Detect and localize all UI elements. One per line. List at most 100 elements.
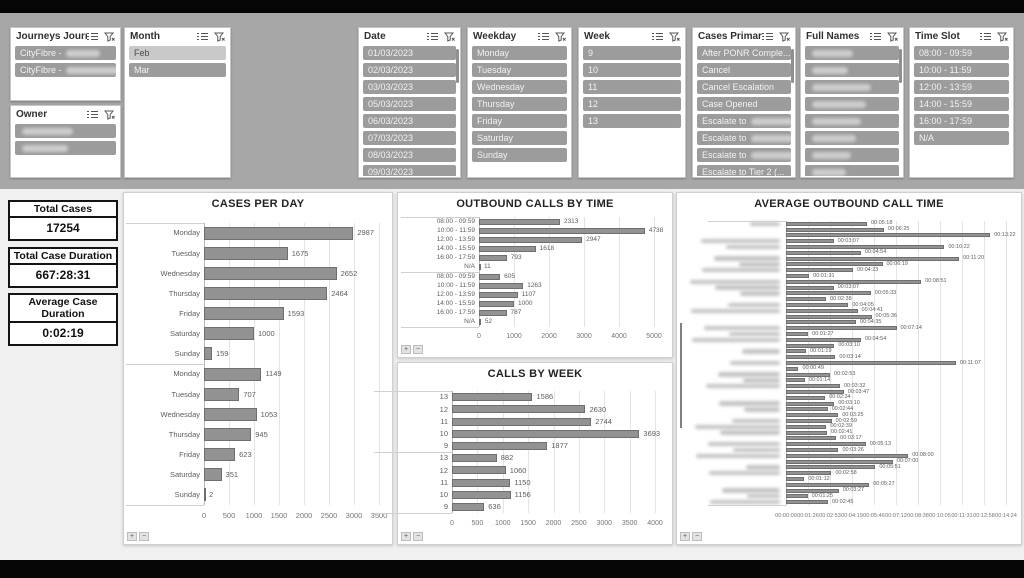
bar-average-outbound-call-time-45[interactable] [786,482,870,487]
bar-calls-by-week-2[interactable] [452,417,592,426]
bar-average-outbound-call-time-37[interactable] [786,436,837,441]
bar-calls-by-week-0[interactable] [452,393,533,402]
zoom-in-button[interactable]: + [680,532,690,541]
slicer-item-time-slot-5[interactable]: N/A [914,131,1009,145]
slicer-item-time-slot-3[interactable]: 14:00 - 15:59 [914,97,1009,111]
slicer-item-cases-primary-2[interactable]: Cancel Escalation [697,80,791,94]
slicer-item-time-slot-2[interactable]: 12:00 - 13:59 [914,80,1009,94]
bar-average-outbound-call-time-4[interactable] [786,245,945,250]
bar-average-outbound-call-time-2[interactable] [786,233,991,238]
bar-average-outbound-call-time-21[interactable] [786,343,835,348]
more-options-icon[interactable] [870,32,881,41]
bar-outbound-calls-by-time-10[interactable] [479,310,507,317]
bar-calls-by-week-5[interactable] [452,454,497,463]
bar-outbound-calls-by-time-8[interactable] [479,291,518,298]
bar-average-outbound-call-time-5[interactable] [786,250,861,255]
slicer-item-full-names-3[interactable] [805,97,899,111]
zoom-out-button[interactable]: − [413,345,423,354]
bar-average-outbound-call-time-20[interactable] [786,337,861,342]
slicer-item-weekday-2[interactable]: Wednesday [472,80,567,94]
slicer-item-date-7[interactable]: 09/03/2023 [363,165,456,176]
bar-outbound-calls-by-time-2[interactable] [479,236,583,243]
bar-average-outbound-call-time-42[interactable] [786,465,876,470]
slicer-item-date-6[interactable]: 08/03/2023 [363,148,456,162]
bar-outbound-calls-by-time-6[interactable] [479,273,501,280]
more-options-icon[interactable] [197,32,208,41]
bar-average-outbound-call-time-46[interactable] [786,488,839,493]
clear-filter-icon[interactable] [555,32,566,42]
slicer-item-full-names-5[interactable] [805,131,899,145]
bar-calls-by-week-1[interactable] [452,405,586,414]
slicer-item-date-2[interactable]: 03/03/2023 [363,80,456,94]
bar-cases-per-day-9[interactable] [204,407,257,421]
bar-cases-per-day-6[interactable] [204,347,212,361]
bar-average-outbound-call-time-47[interactable] [786,494,808,499]
bar-cases-per-day-11[interactable] [204,448,236,462]
more-options-icon[interactable] [980,32,991,41]
bar-cases-per-day-4[interactable] [204,307,284,321]
bar-average-outbound-call-time-28[interactable] [786,384,840,389]
bar-cases-per-day-8[interactable] [204,387,240,401]
bar-average-outbound-call-time-34[interactable] [786,418,832,423]
slicer-item-cases-primary-0[interactable]: After PONR Comple... [697,46,791,60]
more-options-icon[interactable] [652,32,663,41]
slicer-item-week-3[interactable]: 12 [583,97,681,111]
bar-cases-per-day-0[interactable] [204,226,354,240]
bar-average-outbound-call-time-18[interactable] [786,326,897,331]
bar-average-outbound-call-time-43[interactable] [786,471,832,476]
slicer-item-week-4[interactable]: 13 [583,114,681,128]
bar-average-outbound-call-time-8[interactable] [786,268,853,273]
clear-filter-icon[interactable] [887,32,898,42]
slicer-item-cases-primary-6[interactable]: Escalate to [697,148,791,162]
bar-outbound-calls-by-time-4[interactable] [479,255,507,262]
bar-cases-per-day-7[interactable] [204,367,262,381]
slicer-item-date-1[interactable]: 02/03/2023 [363,63,456,77]
bar-outbound-calls-by-time-3[interactable] [479,246,536,253]
bar-average-outbound-call-time-40[interactable] [786,453,909,458]
slicer-item-cases-primary-1[interactable]: Cancel [697,63,791,77]
clear-filter-icon[interactable] [104,110,115,120]
bar-average-outbound-call-time-25[interactable] [786,366,799,371]
slicer-item-full-names-1[interactable] [805,63,899,77]
slicer-item-date-5[interactable]: 07/03/2023 [363,131,456,145]
bar-outbound-calls-by-time-1[interactable] [479,227,645,234]
slicer-item-journeys-0[interactable]: CityFibre - [15,46,116,60]
bar-calls-by-week-8[interactable] [452,490,511,499]
bar-average-outbound-call-time-48[interactable] [786,500,828,505]
zoom-in-button[interactable]: + [401,345,411,354]
slicer-item-full-names-0[interactable] [805,46,899,60]
bar-average-outbound-call-time-19[interactable] [786,332,809,337]
bar-cases-per-day-13[interactable] [204,488,206,502]
bar-outbound-calls-by-time-5[interactable] [479,264,481,271]
slicer-item-weekday-5[interactable]: Saturday [472,131,567,145]
bar-average-outbound-call-time-6[interactable] [786,256,960,261]
bar-average-outbound-call-time-10[interactable] [786,279,922,284]
zoom-out-button[interactable]: − [139,532,149,541]
slicer-item-weekday-0[interactable]: Monday [472,46,567,60]
slicer-item-weekday-4[interactable]: Friday [472,114,567,128]
bar-average-outbound-call-time-11[interactable] [786,285,834,290]
bar-average-outbound-call-time-27[interactable] [786,378,805,383]
bar-average-outbound-call-time-24[interactable] [786,361,956,365]
bar-average-outbound-call-time-13[interactable] [786,297,827,302]
slicer-item-time-slot-4[interactable]: 16:00 - 17:59 [914,114,1009,128]
bar-average-outbound-call-time-23[interactable] [786,355,836,360]
bar-average-outbound-call-time-32[interactable] [786,407,828,412]
slicer-item-time-slot-0[interactable]: 08:00 - 09:59 [914,46,1009,60]
zoom-out-button[interactable]: − [692,532,702,541]
slicer-item-weekday-1[interactable]: Tuesday [472,63,567,77]
bar-outbound-calls-by-time-7[interactable] [479,282,524,289]
bar-average-outbound-call-time-14[interactable] [786,303,849,308]
clear-filter-icon[interactable] [669,32,680,42]
bar-average-outbound-call-time-0[interactable] [786,221,867,226]
bar-cases-per-day-10[interactable] [204,428,252,441]
bar-average-outbound-call-time-1[interactable] [786,227,885,232]
bar-calls-by-week-9[interactable] [452,502,485,511]
more-options-icon[interactable] [87,110,98,119]
more-options-icon[interactable] [427,32,438,41]
slicer-item-full-names-2[interactable] [805,80,899,94]
bar-average-outbound-call-time-29[interactable] [786,389,844,394]
slicer-item-time-slot-1[interactable]: 10:00 - 11:59 [914,63,1009,77]
bar-average-outbound-call-time-15[interactable] [786,308,858,313]
bar-average-outbound-call-time-35[interactable] [786,424,827,429]
